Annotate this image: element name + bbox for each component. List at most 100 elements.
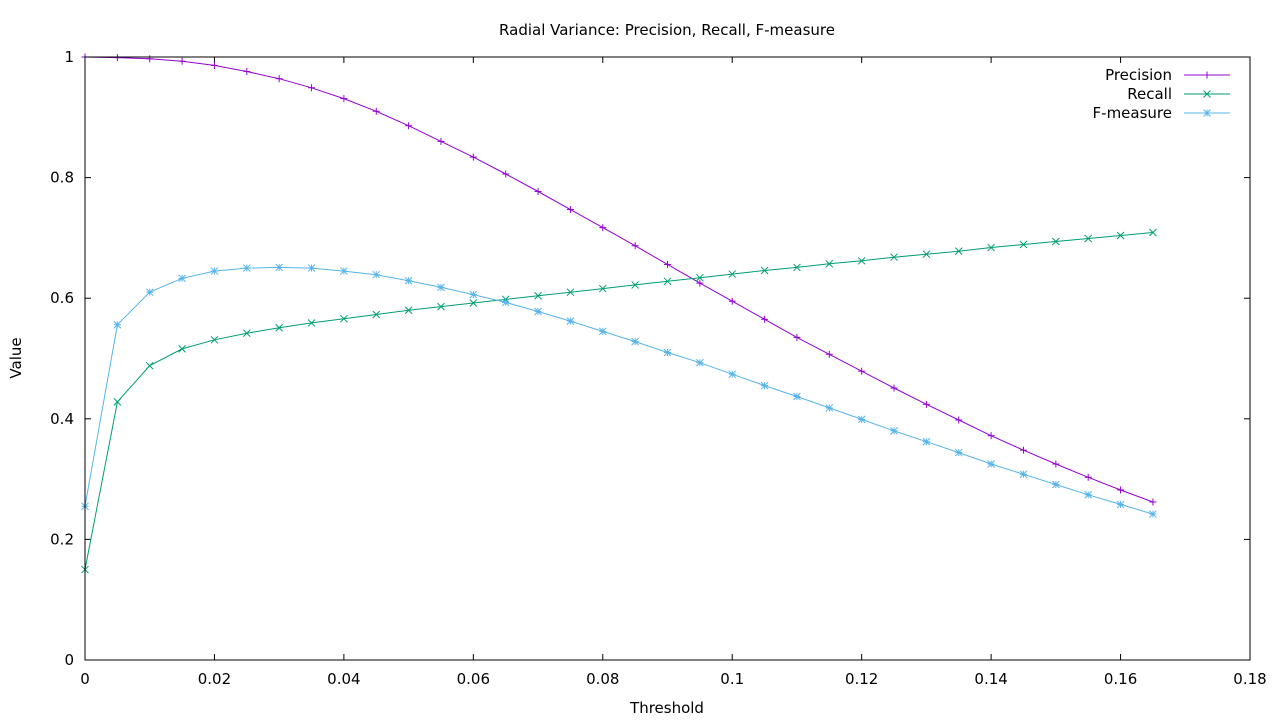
data-point — [178, 344, 186, 353]
data-point — [437, 302, 445, 311]
legend-marker — [1203, 90, 1211, 98]
data-point — [210, 335, 219, 344]
data-point — [566, 288, 575, 297]
data-point — [631, 281, 639, 289]
data-point — [954, 247, 963, 256]
data-point — [1084, 234, 1093, 243]
data-point — [890, 253, 898, 262]
y-tick-label: 0.2 — [50, 530, 74, 548]
data-point — [663, 277, 672, 286]
data-point — [145, 361, 154, 370]
data-point — [954, 448, 963, 457]
data-point — [307, 264, 316, 272]
data-point — [275, 263, 284, 272]
data-point — [178, 274, 186, 283]
data-point — [113, 54, 121, 62]
data-point — [696, 358, 704, 367]
y-tick-label: 0.8 — [50, 169, 74, 187]
x-tick-label: 0.18 — [1233, 670, 1266, 688]
data-point — [1051, 480, 1060, 489]
y-tick-label: 0.4 — [50, 410, 74, 428]
x-tick-label: 0.08 — [586, 670, 619, 688]
x-axis-label: Threshold — [629, 699, 704, 717]
data-point — [922, 400, 930, 408]
data-point — [1116, 500, 1125, 509]
data-point — [857, 256, 866, 265]
data-point — [761, 315, 769, 323]
data-point — [793, 263, 801, 272]
x-tick-label: 0.02 — [198, 670, 231, 688]
data-point — [210, 61, 218, 69]
data-point — [501, 298, 510, 307]
data-point — [1084, 490, 1093, 499]
data-point — [793, 333, 801, 341]
legend-label: F-measure — [1093, 104, 1172, 122]
data-point — [372, 270, 381, 279]
data-point — [631, 242, 639, 250]
x-tick-label: 0.06 — [457, 670, 490, 688]
data-point — [1019, 240, 1028, 249]
series-line — [84, 232, 1153, 570]
legend-label: Precision — [1105, 66, 1172, 84]
plot-series — [81, 53, 1157, 574]
series-line — [84, 266, 1154, 515]
data-point — [1019, 446, 1027, 454]
data-point — [275, 75, 283, 83]
data-point — [145, 288, 154, 297]
data-point — [469, 299, 478, 307]
data-point — [243, 67, 251, 75]
x-tick-label: 0.1 — [720, 670, 744, 688]
data-point — [598, 284, 607, 293]
data-point — [404, 306, 413, 315]
data-point — [437, 137, 445, 145]
data-point — [858, 367, 866, 375]
data-point — [146, 55, 154, 63]
data-point — [178, 57, 186, 65]
data-point — [340, 267, 348, 275]
data-point — [242, 264, 251, 272]
data-point — [825, 350, 833, 358]
data-point — [696, 279, 704, 287]
data-point — [664, 260, 671, 268]
legend-marker — [1203, 71, 1211, 79]
data-point — [728, 270, 737, 278]
data-point — [405, 122, 413, 130]
data-point — [210, 267, 219, 275]
data-point — [469, 153, 477, 161]
data-point — [987, 432, 995, 440]
plot-frame — [84, 56, 1251, 661]
data-point — [890, 427, 898, 435]
data-point — [1149, 228, 1157, 237]
data-point — [340, 314, 348, 323]
data-point — [1116, 231, 1125, 240]
x-tick-label: 0.12 — [845, 670, 878, 688]
data-point — [372, 310, 381, 319]
data-point — [242, 329, 251, 338]
chart-title: Radial Variance: Precision, Recall, F-me… — [499, 21, 835, 39]
data-point — [922, 437, 931, 446]
y-tick-label: 1 — [64, 48, 74, 66]
data-point — [113, 398, 122, 406]
data-point — [469, 290, 478, 299]
x-tick-label: 0.04 — [327, 670, 360, 688]
series-line — [84, 56, 1154, 503]
data-point — [275, 323, 284, 332]
data-point — [890, 384, 898, 392]
series-recall — [81, 228, 1157, 574]
data-point — [631, 337, 639, 346]
y-axis-label: Value — [7, 337, 25, 378]
data-point — [308, 84, 316, 92]
data-point — [728, 370, 737, 379]
legend-label: Recall — [1127, 85, 1172, 103]
x-tick-label: 0 — [80, 670, 90, 688]
data-point — [113, 320, 122, 329]
data-point — [793, 392, 801, 401]
series-precision — [81, 53, 1157, 506]
data-point — [987, 243, 995, 252]
data-point — [1149, 498, 1157, 506]
data-point — [728, 297, 736, 305]
data-point — [598, 327, 607, 336]
data-point — [857, 415, 866, 424]
